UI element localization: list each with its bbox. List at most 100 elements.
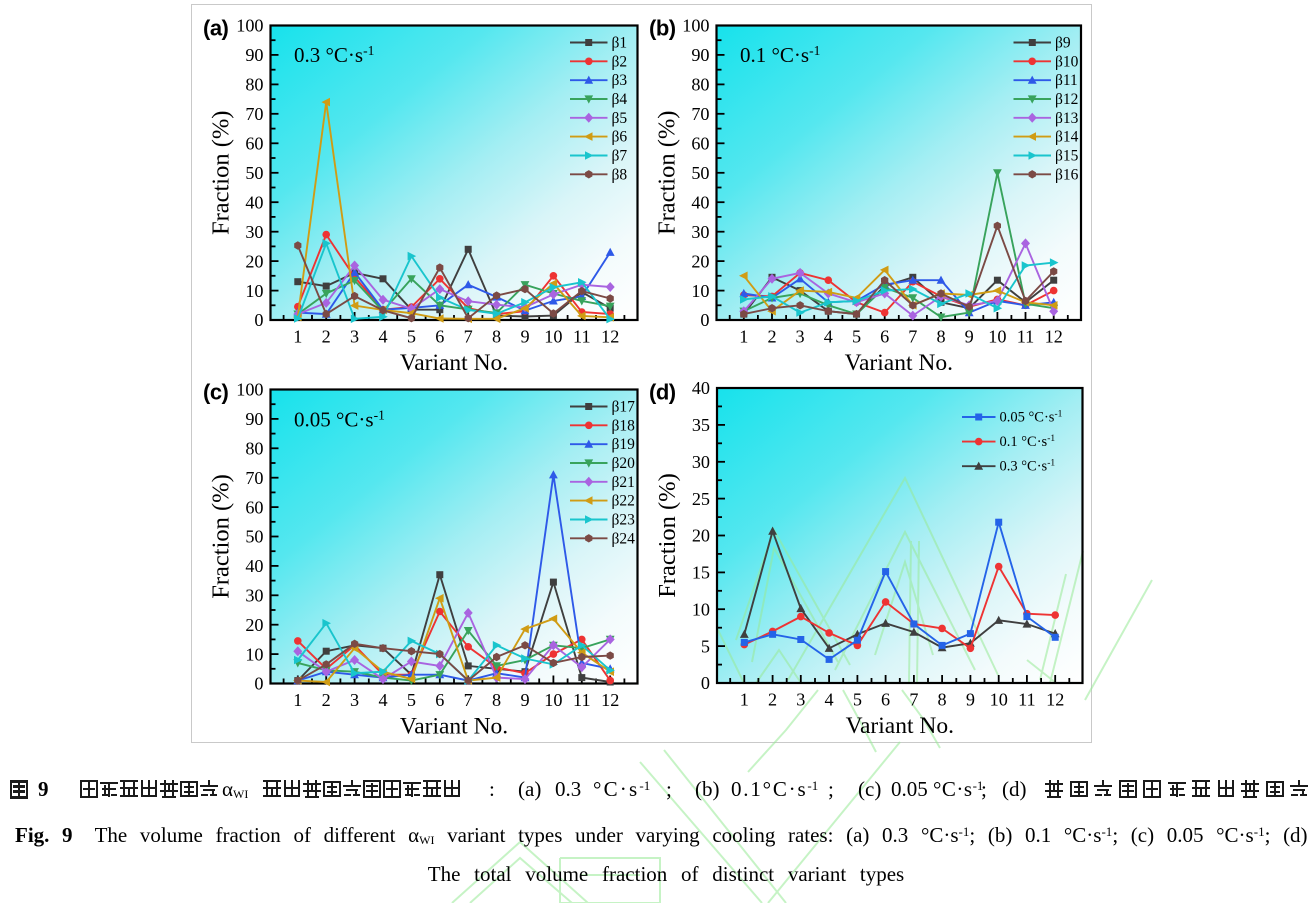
svg-text:25: 25 bbox=[692, 489, 710, 509]
svg-text:40: 40 bbox=[691, 192, 709, 212]
svg-text:4: 4 bbox=[824, 327, 833, 347]
svg-text:20: 20 bbox=[245, 615, 263, 635]
svg-text:11: 11 bbox=[1017, 327, 1035, 347]
svg-text:90: 90 bbox=[245, 45, 263, 65]
svg-text:1: 1 bbox=[293, 327, 302, 347]
svg-text:β13: β13 bbox=[1055, 110, 1079, 127]
svg-text:β15: β15 bbox=[1055, 148, 1079, 165]
svg-text:4: 4 bbox=[825, 690, 834, 710]
svg-text:(c): (c) bbox=[203, 380, 229, 405]
svg-text:β17: β17 bbox=[612, 399, 636, 416]
svg-text:11: 11 bbox=[573, 690, 591, 710]
svg-text:(d): (d) bbox=[649, 380, 676, 405]
svg-text:8: 8 bbox=[492, 690, 501, 710]
svg-text:0: 0 bbox=[254, 310, 263, 330]
svg-text:12: 12 bbox=[1046, 690, 1064, 710]
svg-text:20: 20 bbox=[692, 526, 710, 546]
svg-text:6: 6 bbox=[435, 327, 444, 347]
svg-text:Fraction (%): Fraction (%) bbox=[654, 473, 681, 598]
svg-text:5: 5 bbox=[701, 636, 710, 656]
svg-text:0: 0 bbox=[701, 673, 710, 693]
svg-text:0: 0 bbox=[700, 310, 709, 330]
svg-text:30: 30 bbox=[691, 222, 709, 242]
svg-text:12: 12 bbox=[601, 690, 619, 710]
svg-text:15: 15 bbox=[692, 563, 710, 583]
svg-text:10: 10 bbox=[245, 644, 263, 664]
svg-text:0.3 °C·s-1: 0.3 °C·s-1 bbox=[1000, 459, 1056, 475]
svg-text:β3: β3 bbox=[612, 72, 628, 89]
svg-text:Variant No.: Variant No. bbox=[400, 714, 508, 740]
svg-text:9: 9 bbox=[520, 327, 529, 347]
svg-text:1: 1 bbox=[740, 690, 749, 710]
svg-text:10: 10 bbox=[691, 281, 709, 301]
svg-text:12: 12 bbox=[1045, 327, 1063, 347]
svg-text:30: 30 bbox=[245, 586, 263, 606]
svg-text:12: 12 bbox=[601, 327, 619, 347]
svg-text:Variant No.: Variant No. bbox=[845, 350, 953, 376]
svg-text:5: 5 bbox=[853, 690, 862, 710]
svg-text:10: 10 bbox=[990, 690, 1008, 710]
svg-text:6: 6 bbox=[881, 690, 890, 710]
svg-text:2: 2 bbox=[767, 327, 776, 347]
svg-text:40: 40 bbox=[245, 192, 263, 212]
svg-text:β11: β11 bbox=[1055, 72, 1078, 89]
svg-text:9: 9 bbox=[966, 690, 975, 710]
svg-text:90: 90 bbox=[691, 45, 709, 65]
svg-text:30: 30 bbox=[692, 452, 710, 472]
svg-text:3: 3 bbox=[796, 690, 805, 710]
svg-text:Fraction (%): Fraction (%) bbox=[208, 111, 235, 236]
svg-text:Variant No.: Variant No. bbox=[400, 350, 508, 376]
svg-text:β22: β22 bbox=[612, 493, 635, 510]
svg-text:80: 80 bbox=[245, 439, 263, 459]
svg-text:10: 10 bbox=[692, 600, 710, 620]
svg-text:0.1 °C·s-1: 0.1 °C·s-1 bbox=[1000, 434, 1056, 450]
svg-text:β23: β23 bbox=[612, 512, 636, 529]
svg-text:β12: β12 bbox=[1055, 91, 1078, 108]
svg-text:β2: β2 bbox=[612, 53, 628, 70]
svg-text:β4: β4 bbox=[612, 91, 628, 108]
svg-text:β21: β21 bbox=[612, 474, 635, 491]
svg-text:β24: β24 bbox=[612, 530, 636, 547]
svg-text:5: 5 bbox=[407, 327, 416, 347]
svg-text:Fraction (%): Fraction (%) bbox=[208, 474, 235, 599]
svg-text:50: 50 bbox=[245, 527, 263, 547]
svg-text:β1: β1 bbox=[612, 35, 628, 52]
svg-text:50: 50 bbox=[245, 163, 263, 183]
svg-text:0.05 °C·s-1: 0.05 °C·s-1 bbox=[294, 408, 385, 432]
svg-text:5: 5 bbox=[852, 327, 861, 347]
svg-text:50: 50 bbox=[691, 163, 709, 183]
svg-text:70: 70 bbox=[245, 104, 263, 124]
svg-text:β7: β7 bbox=[612, 148, 628, 165]
svg-text:100: 100 bbox=[682, 16, 709, 36]
svg-text:9: 9 bbox=[965, 327, 974, 347]
svg-text:3: 3 bbox=[796, 327, 805, 347]
svg-text:30: 30 bbox=[245, 222, 263, 242]
svg-text:9: 9 bbox=[520, 690, 529, 710]
svg-text:1: 1 bbox=[739, 327, 748, 347]
svg-text:6: 6 bbox=[880, 327, 889, 347]
svg-text:10: 10 bbox=[245, 281, 263, 301]
svg-text:4: 4 bbox=[378, 327, 387, 347]
svg-text:(a): (a) bbox=[203, 16, 229, 41]
svg-text:0.1 °C·s-1: 0.1 °C·s-1 bbox=[740, 43, 820, 67]
svg-text:1: 1 bbox=[293, 690, 302, 710]
svg-text:β19: β19 bbox=[612, 436, 636, 453]
svg-text:20: 20 bbox=[245, 251, 263, 271]
svg-text:0.3 °C·s-1: 0.3 °C·s-1 bbox=[294, 43, 374, 67]
svg-text:β6: β6 bbox=[612, 129, 628, 146]
svg-text:β16: β16 bbox=[1055, 166, 1079, 183]
svg-text:80: 80 bbox=[245, 75, 263, 95]
svg-text:8: 8 bbox=[492, 327, 501, 347]
svg-text:60: 60 bbox=[245, 497, 263, 517]
svg-text:60: 60 bbox=[691, 134, 709, 154]
svg-text:3: 3 bbox=[350, 327, 359, 347]
svg-text:80: 80 bbox=[691, 75, 709, 95]
svg-text:0: 0 bbox=[254, 674, 263, 694]
svg-text:β8: β8 bbox=[612, 166, 628, 183]
svg-text:β5: β5 bbox=[612, 110, 628, 127]
svg-text:(b): (b) bbox=[649, 16, 676, 41]
svg-text:7: 7 bbox=[464, 690, 473, 710]
svg-text:2: 2 bbox=[768, 690, 777, 710]
svg-text:5: 5 bbox=[407, 690, 416, 710]
svg-text:11: 11 bbox=[1018, 690, 1036, 710]
